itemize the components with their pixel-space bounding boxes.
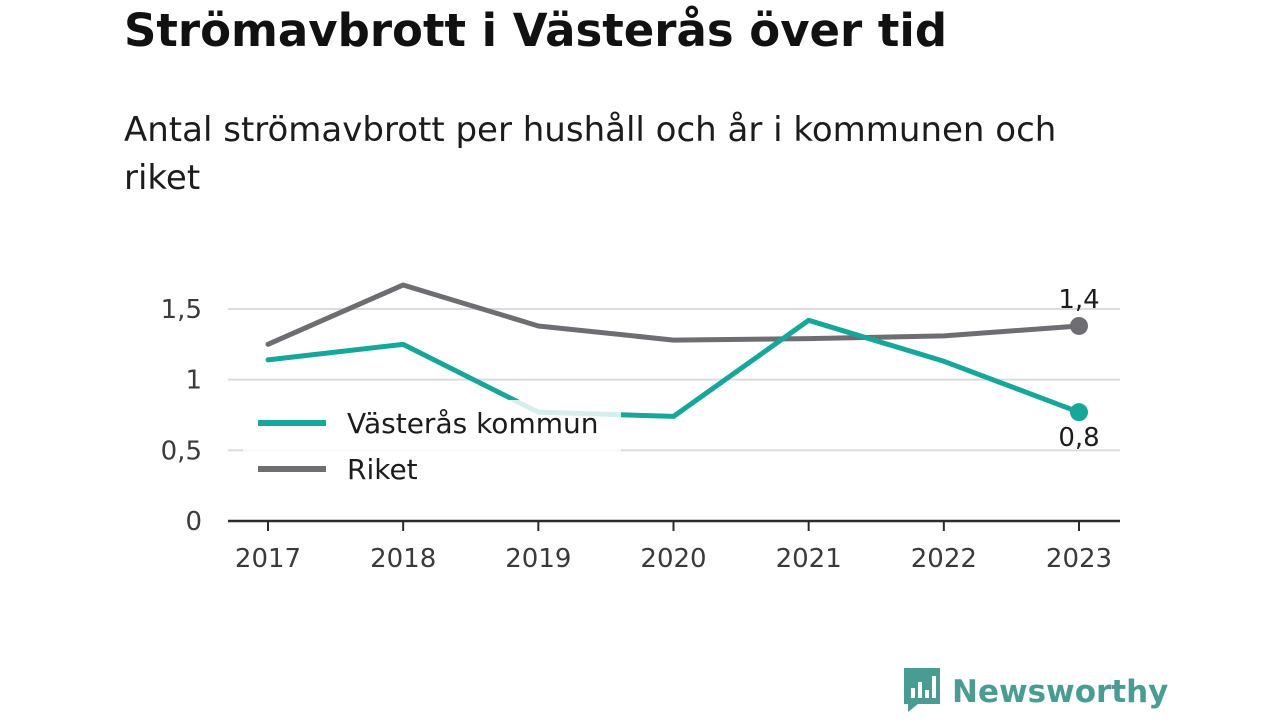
bar-chart-speech-bubble-icon — [902, 666, 942, 718]
legend-label: Riket — [347, 453, 418, 486]
x-axis: 2017 2018 2019 2020 2021 2022 2023 — [228, 519, 1120, 574]
chart-title: Strömavbrott i Västerås över tid — [124, 4, 948, 57]
end-marker — [1070, 403, 1088, 422]
y-tick-label: 1 — [185, 366, 202, 396]
end-marker — [1070, 316, 1088, 335]
end-value-label: 0,8 — [1058, 423, 1099, 453]
series-lines — [265, 282, 1082, 419]
end-markers: 0,8 1,4 — [1058, 285, 1099, 453]
x-tick-label: 2020 — [640, 544, 706, 574]
brand-logo: Newsworthy — [902, 668, 1168, 716]
chart-subtitle: Antal strömavbrott per hushåll och år i … — [124, 110, 1057, 198]
series-line-riket — [265, 282, 1082, 347]
y-tick-label: 1,5 — [161, 295, 202, 325]
x-tick-label: 2021 — [776, 544, 842, 574]
legend-label: Västerås kommun — [347, 407, 598, 440]
x-tick-label: 2022 — [911, 544, 977, 574]
x-tick-label: 2017 — [235, 544, 301, 574]
x-tick-label: 2019 — [505, 544, 571, 574]
legend: Västerås kommun Riket — [243, 400, 621, 500]
end-value-label: 1,4 — [1058, 285, 1099, 315]
x-tick-label: 2023 — [1046, 544, 1112, 574]
x-tick-label: 2018 — [370, 544, 436, 574]
y-tick-label: 0 — [185, 507, 202, 537]
y-axis-tick-labels: 0 0,5 1 1,5 — [161, 295, 202, 537]
series-line-vasteras — [265, 317, 1082, 419]
legend-background — [243, 400, 621, 500]
y-tick-label: 0,5 — [161, 436, 202, 466]
brand-name: Newsworthy — [952, 674, 1169, 710]
